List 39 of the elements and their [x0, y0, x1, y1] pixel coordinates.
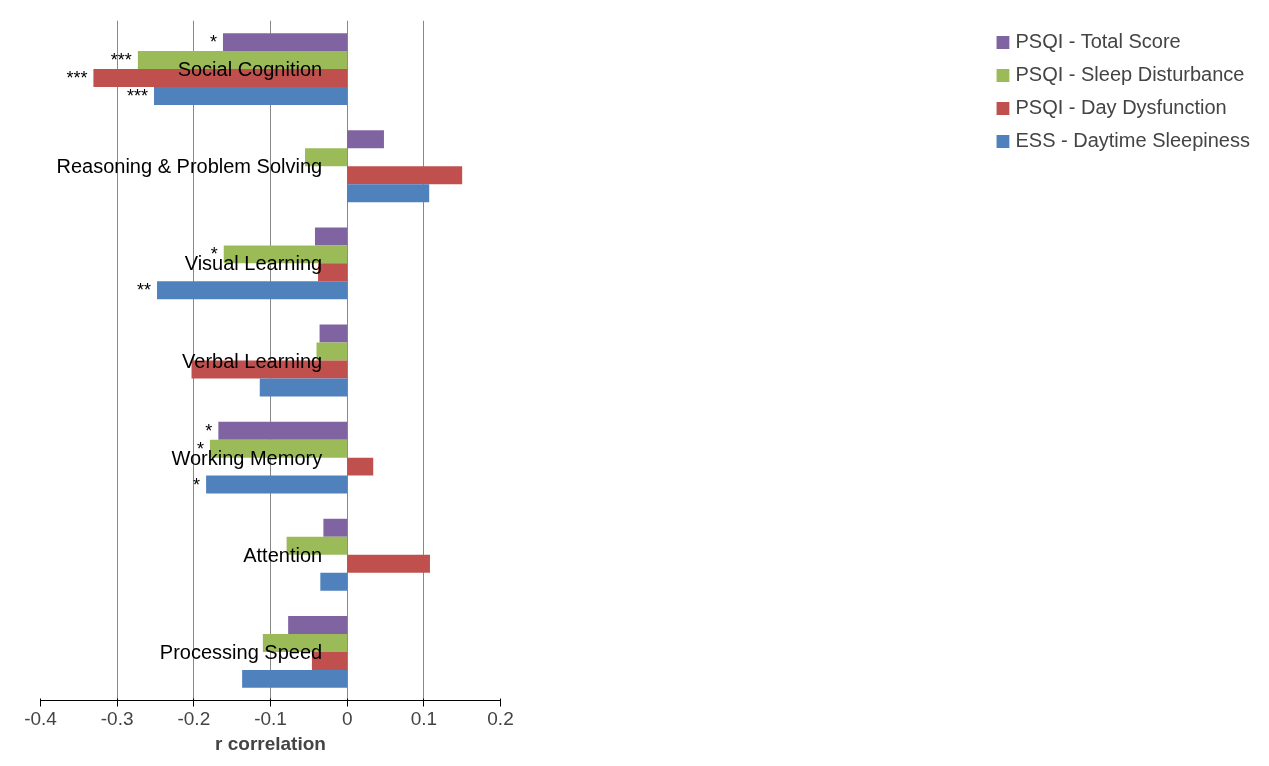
bar: [323, 518, 348, 537]
data-label: *: [205, 420, 213, 441]
bar: [347, 554, 430, 573]
legend-label: PSQI - Sleep Disturbance: [1015, 63, 1245, 86]
bar: [347, 184, 430, 203]
x-tick-label: 0.1: [410, 707, 438, 729]
bar: [218, 421, 348, 440]
x-tick-label: -0.1: [254, 707, 287, 729]
data-label: *: [209, 32, 217, 53]
x-tick-label: -0.4: [24, 707, 58, 729]
bar: [320, 572, 348, 591]
bar: [259, 378, 348, 397]
bar: [242, 669, 348, 688]
bar: [288, 615, 348, 634]
data-label: *: [193, 474, 201, 495]
x-tick-label: 0: [341, 707, 353, 729]
y-tick-label: Attention: [243, 543, 323, 566]
legend-label: ESS - Daytime Sleepiness: [1015, 129, 1250, 152]
bar: [319, 324, 348, 343]
y-tick-label: Processing Speed: [159, 640, 323, 663]
bar: [157, 281, 348, 300]
data-label: ***: [126, 86, 148, 107]
bar: [347, 166, 463, 185]
x-tick-label: 0.2: [487, 707, 514, 729]
bar: [347, 130, 384, 149]
bar: [314, 227, 348, 246]
bar: [347, 457, 374, 476]
legend-label: PSQI - Day Dysfunction: [1015, 96, 1227, 119]
data-label: ***: [110, 50, 132, 71]
x-axis-title: r correlation: [215, 732, 326, 754]
x-tick-label: -0.2: [177, 707, 211, 729]
bar: [222, 33, 348, 52]
data-label: **: [137, 280, 152, 301]
bar: [153, 87, 348, 106]
bar: [206, 475, 348, 494]
x-tick-label: -0.3: [100, 707, 134, 729]
legend-label: PSQI - Total Score: [1015, 30, 1181, 53]
y-tick-label: Reasoning & Problem Solving: [56, 155, 323, 178]
data-label: ***: [66, 68, 88, 89]
